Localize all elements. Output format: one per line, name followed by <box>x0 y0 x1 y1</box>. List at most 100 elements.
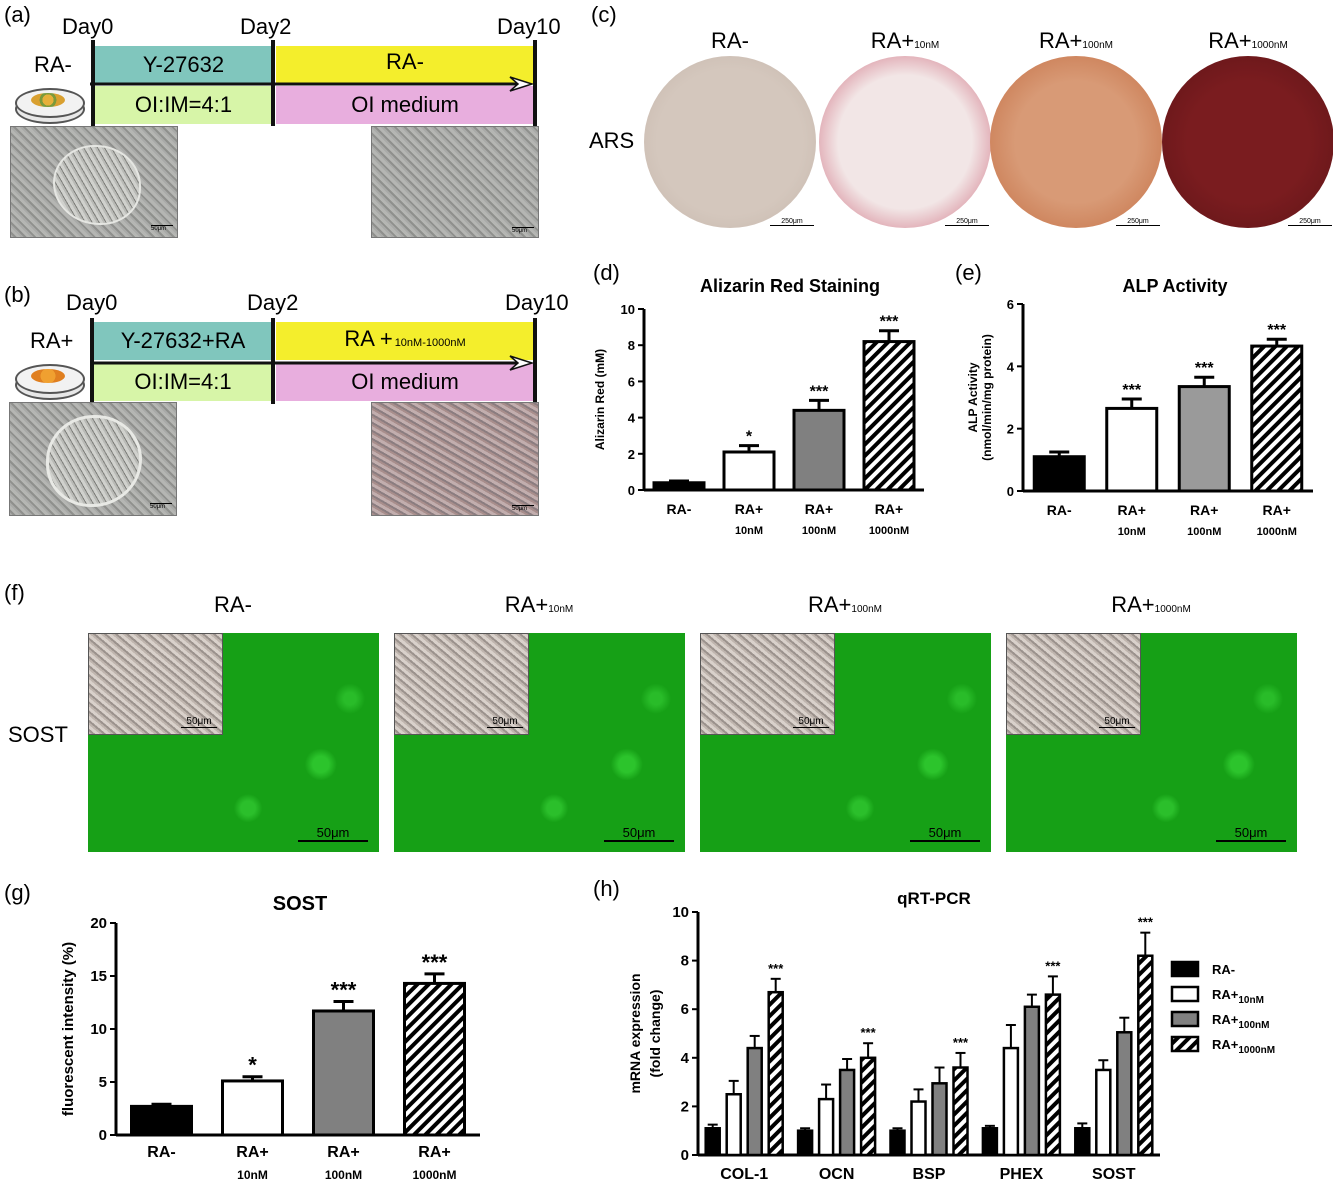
scale-bar: 50μm <box>151 225 173 232</box>
y-tick-label: 2 <box>1007 422 1014 437</box>
x-tick-label: RA+ <box>1263 502 1291 518</box>
bar <box>1137 954 1154 1157</box>
bar <box>889 1129 906 1157</box>
x-tick-sublabel: 100nM <box>325 1168 362 1180</box>
chart-title: Alizarin Red Staining <box>700 276 880 296</box>
condition-label: RA+ <box>30 328 74 353</box>
significance-marker: *** <box>880 314 899 331</box>
legend-label-main: RA+ <box>1212 1037 1239 1052</box>
legend-label-main: RA- <box>1212 962 1235 977</box>
scale-bar: 250μm <box>1116 218 1160 226</box>
bar <box>221 1079 284 1137</box>
condition-sub: 100nM <box>1082 40 1113 51</box>
x-tick-label: RA+ <box>327 1144 359 1161</box>
significance-marker: *** <box>953 1035 969 1050</box>
bar <box>952 1066 969 1157</box>
day2-label: Day2 <box>247 290 299 315</box>
panel-label-c: (c) <box>591 2 617 27</box>
panel-label-d: (d) <box>593 260 620 285</box>
y-axis-label: ALP Activity <box>966 362 980 432</box>
panel-label-b: (b) <box>4 282 31 307</box>
y-tick-label: 0 <box>681 1147 689 1164</box>
legend-label-main: RA+ <box>1212 987 1239 1002</box>
x-tick-sublabel: 1000nM <box>1257 526 1297 538</box>
significance-marker: *** <box>1195 360 1214 377</box>
ars-column-header: RA+1000nM <box>1188 28 1308 54</box>
significance-marker: *** <box>1267 322 1286 339</box>
scale-bar: 250μm <box>770 218 814 226</box>
scale-bar: 50μm <box>793 716 829 728</box>
condition-main: RA+ <box>504 592 549 617</box>
bar <box>1250 344 1304 493</box>
scale-bar: 50μm <box>604 825 674 842</box>
bar <box>1095 1068 1112 1157</box>
x-tick-label: RA+ <box>1118 502 1146 518</box>
x-tick-sublabel: 10nM <box>237 1168 268 1180</box>
significance-marker: *** <box>861 1025 877 1040</box>
day10-label: Day10 <box>497 14 561 39</box>
y-tick-label: 4 <box>1007 359 1015 374</box>
timeline-arrow <box>90 355 535 371</box>
legend-label: RA- <box>1212 962 1235 977</box>
x-tick-label: RA+ <box>418 1144 450 1161</box>
x-tick-label: RA- <box>667 501 692 517</box>
condition-main: RA- <box>214 592 252 617</box>
day2-label: Day2 <box>240 14 292 39</box>
bar <box>1044 993 1062 1157</box>
bar <box>859 1056 877 1157</box>
condition-sub: 10nM <box>914 40 940 51</box>
x-tick-label: RA+ <box>875 501 903 517</box>
ars-row-label: ARS <box>589 128 635 153</box>
day10-line <box>533 40 537 126</box>
significance-marker: *** <box>1122 382 1141 399</box>
brightfield-inset: 50μm <box>394 633 529 735</box>
x-tick-sublabel: 100nM <box>802 525 836 537</box>
condition-main: RA+ <box>870 28 915 53</box>
panel-label-a: (a) <box>4 2 31 27</box>
y-tick-label: 20 <box>90 915 107 932</box>
condition-main: RA+ <box>1039 28 1083 53</box>
scale-bar: 50μm <box>1216 825 1286 842</box>
scale-bar: 50μm <box>512 227 534 234</box>
bar <box>767 990 784 1157</box>
y-tick-label: 0 <box>1007 484 1014 499</box>
x-tick-sublabel: 10nM <box>1118 526 1146 538</box>
condition-sub: 1000nM <box>1154 604 1191 615</box>
scale-bar: 250μm <box>945 218 989 226</box>
x-tick-label: RA- <box>147 1144 175 1161</box>
y-tick-label: 0 <box>628 483 635 498</box>
culture-box-ra-minus: RA- <box>276 46 534 84</box>
colony-image-day0: 50μm <box>9 402 177 516</box>
x-tick-label: BSP <box>913 1166 946 1180</box>
x-tick-label: RA+ <box>735 501 763 517</box>
bar <box>704 1127 721 1157</box>
y-tick-label: 6 <box>681 1001 689 1018</box>
bar <box>817 1097 835 1157</box>
day2-line <box>271 318 275 404</box>
bar <box>1023 1005 1041 1157</box>
culture-box-ra-plus: RA +10nM-1000nM <box>276 322 534 360</box>
bar <box>1032 455 1086 493</box>
ars-stained-well <box>990 56 1162 228</box>
sost-fluorescence-image: 50μm 50μm <box>700 633 991 852</box>
scale-bar: 50μm <box>181 716 217 728</box>
ars-column-header: RA+100nM <box>1016 28 1136 54</box>
day0-label: Day0 <box>66 290 118 315</box>
panel-label-h: (h) <box>593 876 620 901</box>
day10-label: Day10 <box>505 290 569 315</box>
significance-marker: *** <box>768 961 784 976</box>
petri-dish-icon <box>15 360 85 400</box>
brightfield-inset: 50μm <box>88 633 223 735</box>
y-axis-label: (nmol/min/mg protein) <box>980 334 994 461</box>
culture-box-y27632: Y-27632 <box>95 46 272 84</box>
y-tick-label: 8 <box>628 338 635 353</box>
significance-marker: * <box>746 429 753 446</box>
legend-label: RA+1000nM <box>1212 1037 1275 1056</box>
y-tick-label: 15 <box>90 968 107 985</box>
legend-label-main: RA+ <box>1212 1012 1239 1027</box>
bar <box>403 981 466 1137</box>
y-tick-label: 6 <box>1007 297 1014 312</box>
bar <box>1074 1127 1091 1157</box>
x-tick-label: COL-1 <box>720 1166 768 1180</box>
